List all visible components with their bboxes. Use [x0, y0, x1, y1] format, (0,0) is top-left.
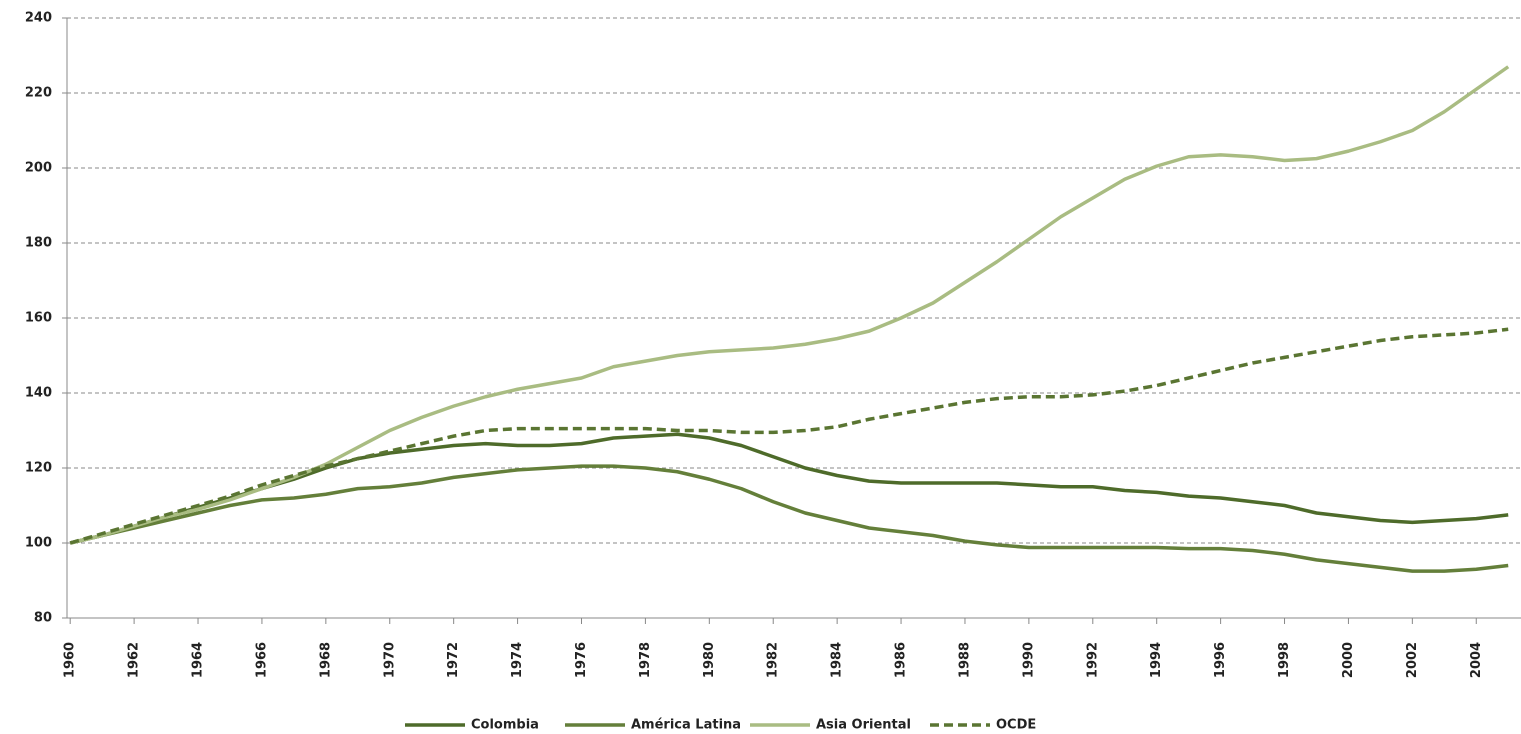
x-tick-label: 1964 — [191, 642, 206, 678]
x-tick-label: 1978 — [638, 642, 653, 678]
series-line — [69, 464, 1509, 573]
x-tick-label: 1962 — [127, 642, 142, 678]
x-tick-label: 1976 — [574, 642, 589, 678]
series-line — [69, 432, 1509, 545]
y-tick-label: 200 — [25, 161, 52, 176]
x-tick-label: 1986 — [894, 642, 909, 678]
x-tick-label: 1980 — [702, 642, 717, 678]
x-tick-label: 1982 — [766, 642, 781, 678]
x-tick-label: 1992 — [1085, 642, 1100, 678]
x-tick-label: 1984 — [830, 642, 845, 678]
series-line — [69, 327, 1509, 545]
y-tick-label: 220 — [25, 86, 52, 101]
y-tick-label: 120 — [25, 461, 52, 476]
x-tick-label: 1996 — [1213, 642, 1228, 678]
x-tick-label: 1970 — [382, 642, 397, 678]
x-tick-label: 1998 — [1277, 642, 1292, 678]
y-tick-label: 100 — [25, 536, 52, 551]
y-tick-label: 140 — [25, 386, 52, 401]
y-tick-label: 180 — [25, 236, 52, 251]
legend-label: Colombia — [471, 718, 539, 733]
x-tick-label: 1960 — [63, 642, 78, 678]
x-tick-label: 1994 — [1149, 642, 1164, 678]
y-tick-label: 80 — [34, 611, 52, 626]
x-tick-label: 1966 — [254, 642, 269, 678]
legend-label: OCDE — [996, 718, 1036, 733]
x-tick-label: 2004 — [1469, 642, 1484, 678]
x-tick-label: 2000 — [1341, 642, 1356, 678]
x-tick-label: 1968 — [318, 642, 333, 678]
x-tick-label: 1972 — [446, 642, 461, 678]
x-tick-label: 1990 — [1021, 642, 1036, 678]
y-tick-label: 160 — [25, 311, 52, 326]
x-tick-label: 1974 — [510, 642, 525, 678]
x-tick-label: 2002 — [1405, 642, 1420, 678]
series-line — [69, 65, 1510, 545]
legend-label: Asia Oriental — [816, 718, 911, 733]
x-tick-label: 1988 — [957, 642, 972, 678]
y-tick-label: 240 — [25, 11, 52, 26]
legend-label: América Latina — [631, 718, 741, 733]
